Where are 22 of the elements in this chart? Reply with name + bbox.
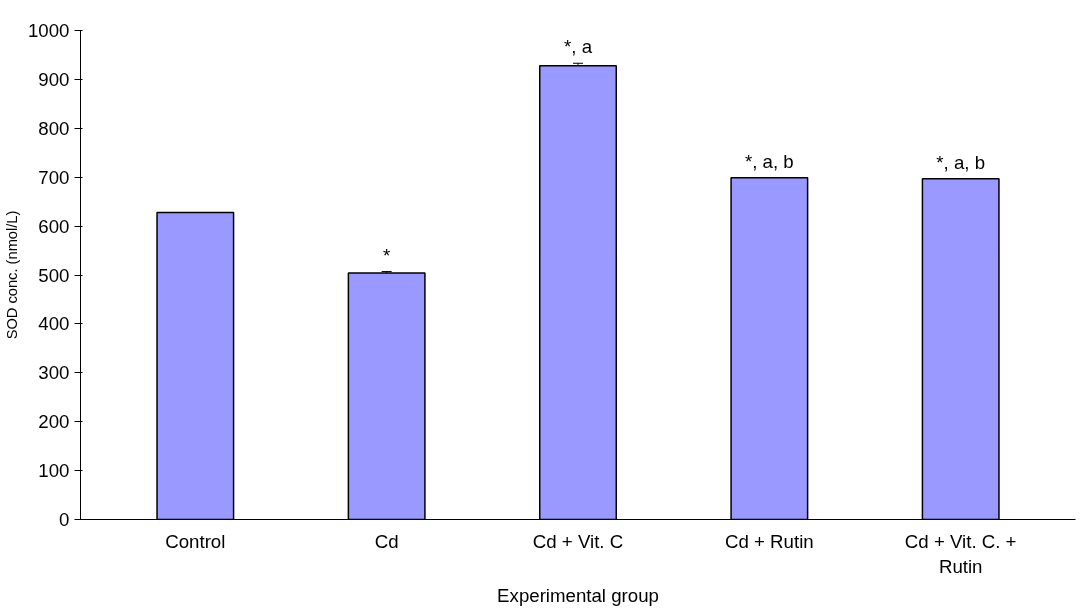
y-tick-label: 900: [38, 68, 70, 90]
y-tick-label: 700: [38, 166, 70, 188]
y-tick-label: 1000: [28, 20, 70, 41]
y-axis-title: SOD conc. (nmol/L): [4, 210, 20, 340]
y-tick-label: 300: [38, 362, 70, 384]
annotation: *, a, b: [936, 151, 986, 173]
annotation: *: [383, 244, 391, 266]
annotation: *, a, b: [744, 150, 794, 172]
x-axis-title: Experimental group: [497, 584, 659, 606]
y-tick-label: 100: [38, 460, 70, 482]
y-tick-label: 600: [38, 215, 70, 237]
x-tick-label: Cd + Rutin: [725, 530, 814, 552]
x-tick-label: Cd: [374, 530, 399, 552]
y-tick-label: 400: [38, 313, 70, 335]
x-tick-label: Cd + Vit. C. + Rutin: [904, 530, 1017, 577]
x-tick-label: Control: [165, 530, 226, 552]
y-tick-label: 0: [59, 509, 70, 530]
y-tick-label: 500: [38, 264, 70, 286]
y-tick-label: 200: [38, 411, 70, 433]
annotation: *, a: [564, 36, 593, 58]
x-tick-label: Cd + Vit. C: [532, 530, 624, 552]
y-tick-label: 800: [38, 117, 70, 139]
